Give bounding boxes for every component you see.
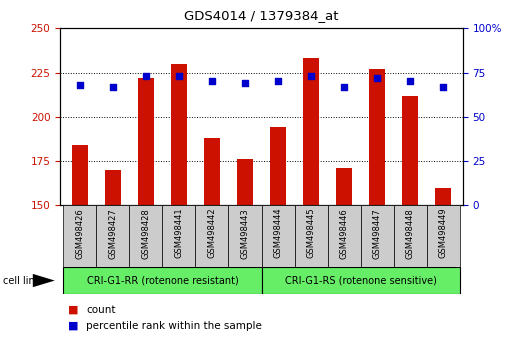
Bar	[204, 138, 220, 205]
Bar	[63, 267, 262, 294]
Text: GSM498444: GSM498444	[274, 208, 282, 258]
Text: count: count	[86, 305, 116, 315]
Text: CRI-G1-RS (rotenone sensitive): CRI-G1-RS (rotenone sensitive)	[285, 275, 437, 286]
Bar	[294, 205, 327, 267]
Bar	[262, 205, 294, 267]
Text: GSM498443: GSM498443	[241, 208, 249, 258]
Point	[307, 73, 315, 79]
Point	[373, 75, 381, 81]
Text: GSM498427: GSM498427	[108, 208, 118, 258]
Bar	[327, 205, 360, 267]
Polygon shape	[33, 274, 55, 287]
Text: GSM498447: GSM498447	[372, 208, 382, 258]
Bar	[196, 205, 229, 267]
Bar	[435, 188, 451, 205]
Point	[175, 73, 183, 79]
Bar	[163, 205, 196, 267]
Text: cell line: cell line	[3, 275, 40, 286]
Text: GDS4014 / 1379384_at: GDS4014 / 1379384_at	[184, 9, 339, 22]
Bar	[369, 69, 385, 205]
Bar	[303, 58, 319, 205]
Text: GSM498446: GSM498446	[339, 208, 348, 258]
Point	[406, 79, 414, 84]
Point	[142, 73, 150, 79]
Bar	[63, 205, 96, 267]
Bar	[72, 145, 88, 205]
Text: percentile rank within the sample: percentile rank within the sample	[86, 321, 262, 331]
Text: GSM498428: GSM498428	[141, 208, 151, 258]
Point	[208, 79, 216, 84]
Text: GSM498426: GSM498426	[75, 208, 84, 258]
Bar	[130, 205, 163, 267]
Text: GSM498445: GSM498445	[306, 208, 315, 258]
Text: GSM498442: GSM498442	[208, 208, 217, 258]
Text: ■: ■	[68, 321, 78, 331]
Bar	[270, 127, 286, 205]
Point	[109, 84, 117, 90]
Point	[439, 84, 447, 90]
Point	[76, 82, 84, 88]
Bar	[105, 170, 121, 205]
Text: ■: ■	[68, 305, 78, 315]
Point	[274, 79, 282, 84]
Point	[340, 84, 348, 90]
Text: GSM498449: GSM498449	[439, 208, 448, 258]
Bar	[262, 267, 460, 294]
Bar	[336, 168, 353, 205]
Point	[241, 80, 249, 86]
Bar	[402, 96, 418, 205]
Bar	[360, 205, 393, 267]
Bar	[237, 159, 253, 205]
Bar	[393, 205, 427, 267]
Bar	[96, 205, 130, 267]
Bar	[138, 78, 154, 205]
Bar	[170, 64, 187, 205]
Text: GSM498441: GSM498441	[175, 208, 184, 258]
Bar	[229, 205, 262, 267]
Text: GSM498448: GSM498448	[405, 208, 415, 258]
Bar	[427, 205, 460, 267]
Text: CRI-G1-RR (rotenone resistant): CRI-G1-RR (rotenone resistant)	[87, 275, 238, 286]
